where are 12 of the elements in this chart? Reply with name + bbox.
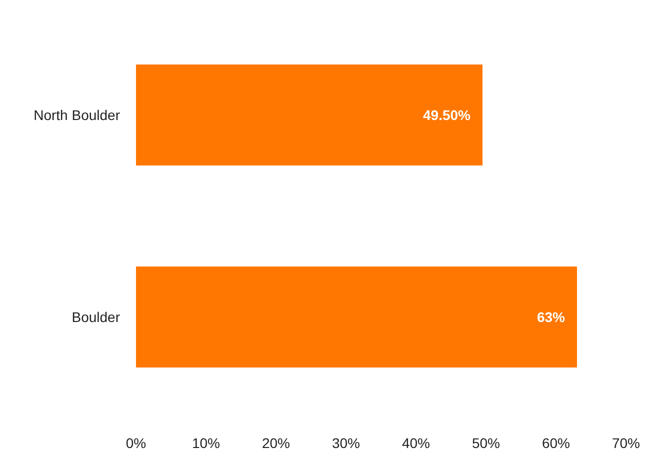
x-tick-label: 30% <box>332 435 360 451</box>
x-tick-label: 0% <box>126 435 146 451</box>
x-tick-label: 20% <box>262 435 290 451</box>
y-tick-label: Boulder <box>72 309 120 325</box>
data-label: 63% <box>536 309 566 325</box>
x-tick-label: 50% <box>472 435 500 451</box>
y-tick-label: North Boulder <box>34 107 120 123</box>
x-tick-label: 60% <box>542 435 570 451</box>
x-tick-label: 40% <box>402 435 430 451</box>
data-label: 49.50% <box>423 107 472 123</box>
x-tick-label: 70% <box>612 435 640 451</box>
x-tick-label: 10% <box>192 435 220 451</box>
